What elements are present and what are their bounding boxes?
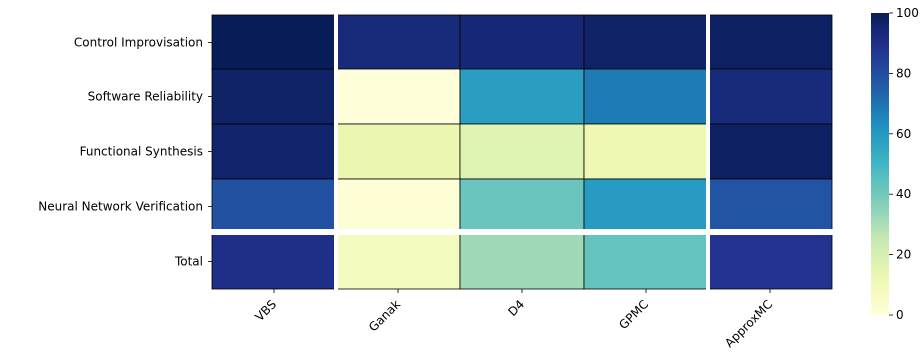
colorbar-tick-label: 80 (896, 66, 911, 80)
cell-software-reliability-approxmc (707, 68, 833, 125)
cell-total-ganak (335, 233, 461, 290)
row-label-neural-network-verification: Neural Network Verification (38, 200, 203, 214)
cell-total-gpmc (583, 233, 709, 290)
cell-control-improvisation-d4 (459, 14, 585, 71)
cell-total-vbs (211, 233, 337, 290)
cell-neural-network-verification-gpmc (583, 178, 709, 235)
cell-software-reliability-vbs (211, 68, 337, 125)
colorbar-gradient (871, 13, 889, 315)
cell-functional-synthesis-approxmc (707, 123, 833, 180)
row-separator (211, 229, 833, 235)
cell-neural-network-verification-approxmc (707, 178, 833, 235)
column-label-approxmc: ApproxMC (722, 297, 775, 350)
row-label-control-improvisation: Control Improvisation (74, 36, 203, 50)
colorbar-tick-label: 20 (896, 248, 911, 262)
cell-functional-synthesis-gpmc (583, 123, 709, 180)
row-labels: Control Improvisation Software Reliabilit… (38, 36, 212, 269)
column-label-d4: D4 (505, 297, 527, 319)
cell-neural-network-verification-d4 (459, 178, 585, 235)
cell-control-improvisation-vbs (211, 14, 337, 71)
cell-control-improvisation-gpmc (583, 14, 709, 71)
colorbar-tick-label: 40 (896, 187, 911, 201)
column-label-ganak: Ganak (366, 297, 403, 334)
cell-functional-synthesis-vbs (211, 123, 337, 180)
cell-functional-synthesis-d4 (459, 123, 585, 180)
cell-software-reliability-ganak (335, 68, 461, 125)
column-label-vbs: VBS (252, 297, 279, 324)
cell-control-improvisation-approxmc (707, 14, 833, 71)
cell-total-d4 (459, 233, 585, 290)
row-label-software-reliability: Software Reliability (88, 90, 203, 104)
cell-software-reliability-gpmc (583, 68, 709, 125)
colorbar-tick-label: 100 (896, 6, 919, 20)
cell-total-approxmc (707, 233, 833, 290)
heatmap-cells (211, 14, 833, 290)
row-label-functional-synthesis: Functional Synthesis (80, 145, 203, 159)
cell-control-improvisation-ganak (335, 14, 461, 71)
group-separators (211, 14, 833, 290)
cell-neural-network-verification-ganak (335, 178, 461, 235)
row-label-total: Total (174, 255, 203, 269)
colorbar-tick-label: 0 (896, 308, 904, 322)
colorbar: 0 20 40 60 80 100 (871, 6, 919, 322)
column-labels: VBS Ganak D4 GPMC ApproxMC (252, 289, 775, 350)
colorbar-tick-label: 60 (896, 127, 911, 141)
column-label-gpmc: GPMC (616, 297, 651, 332)
cell-functional-synthesis-ganak (335, 123, 461, 180)
colorbar-ticks: 0 20 40 60 80 100 (889, 6, 919, 322)
cell-neural-network-verification-vbs (211, 178, 337, 235)
cell-software-reliability-d4 (459, 68, 585, 125)
